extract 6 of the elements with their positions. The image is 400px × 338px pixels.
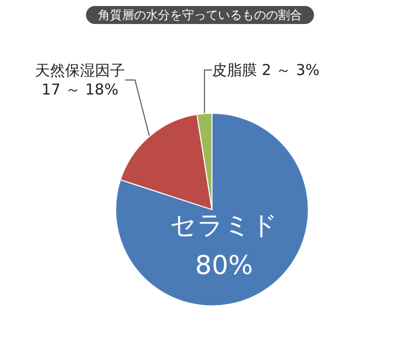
slice-label: 天然保湿因子 — [35, 62, 125, 80]
slice-label: 皮脂膜 2 ～ 3% — [212, 61, 320, 79]
slice-label: セラミド — [170, 210, 278, 241]
data-label: 80% — [195, 250, 253, 281]
chart-title: 角質層の水分を守っているものの割合 — [98, 8, 302, 22]
data-label: 17 ～ 18% — [42, 80, 118, 98]
